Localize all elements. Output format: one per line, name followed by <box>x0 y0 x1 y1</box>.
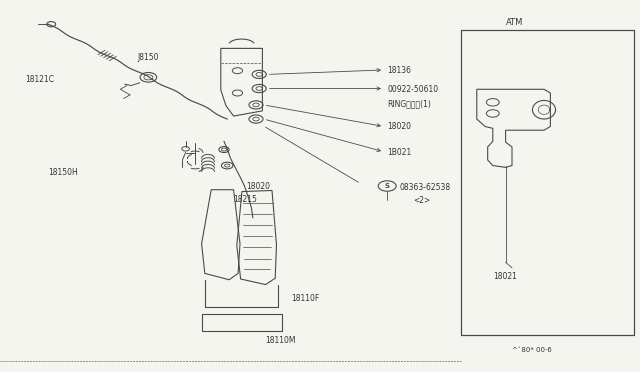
Text: ^`80* 00·6: ^`80* 00·6 <box>512 347 552 353</box>
Text: 1B021: 1B021 <box>387 148 412 157</box>
Text: 18136: 18136 <box>387 66 412 75</box>
Text: <2>: <2> <box>413 196 430 205</box>
Text: RINGリング(1): RINGリング(1) <box>387 100 431 109</box>
Text: 18020: 18020 <box>387 122 412 131</box>
Text: 18021: 18021 <box>493 272 516 280</box>
Text: S: S <box>385 183 390 189</box>
Text: J8150: J8150 <box>138 53 159 62</box>
Text: 18020: 18020 <box>246 182 270 190</box>
Text: 08363-62538: 08363-62538 <box>400 183 451 192</box>
Text: ATM: ATM <box>506 18 523 27</box>
Text: 18121C: 18121C <box>26 76 54 84</box>
Text: 18150H: 18150H <box>48 169 77 177</box>
Text: 18215: 18215 <box>234 195 257 203</box>
Text: 18110F: 18110F <box>291 294 319 303</box>
Text: 00922-50610: 00922-50610 <box>387 85 438 94</box>
Text: 18110M: 18110M <box>266 336 296 345</box>
